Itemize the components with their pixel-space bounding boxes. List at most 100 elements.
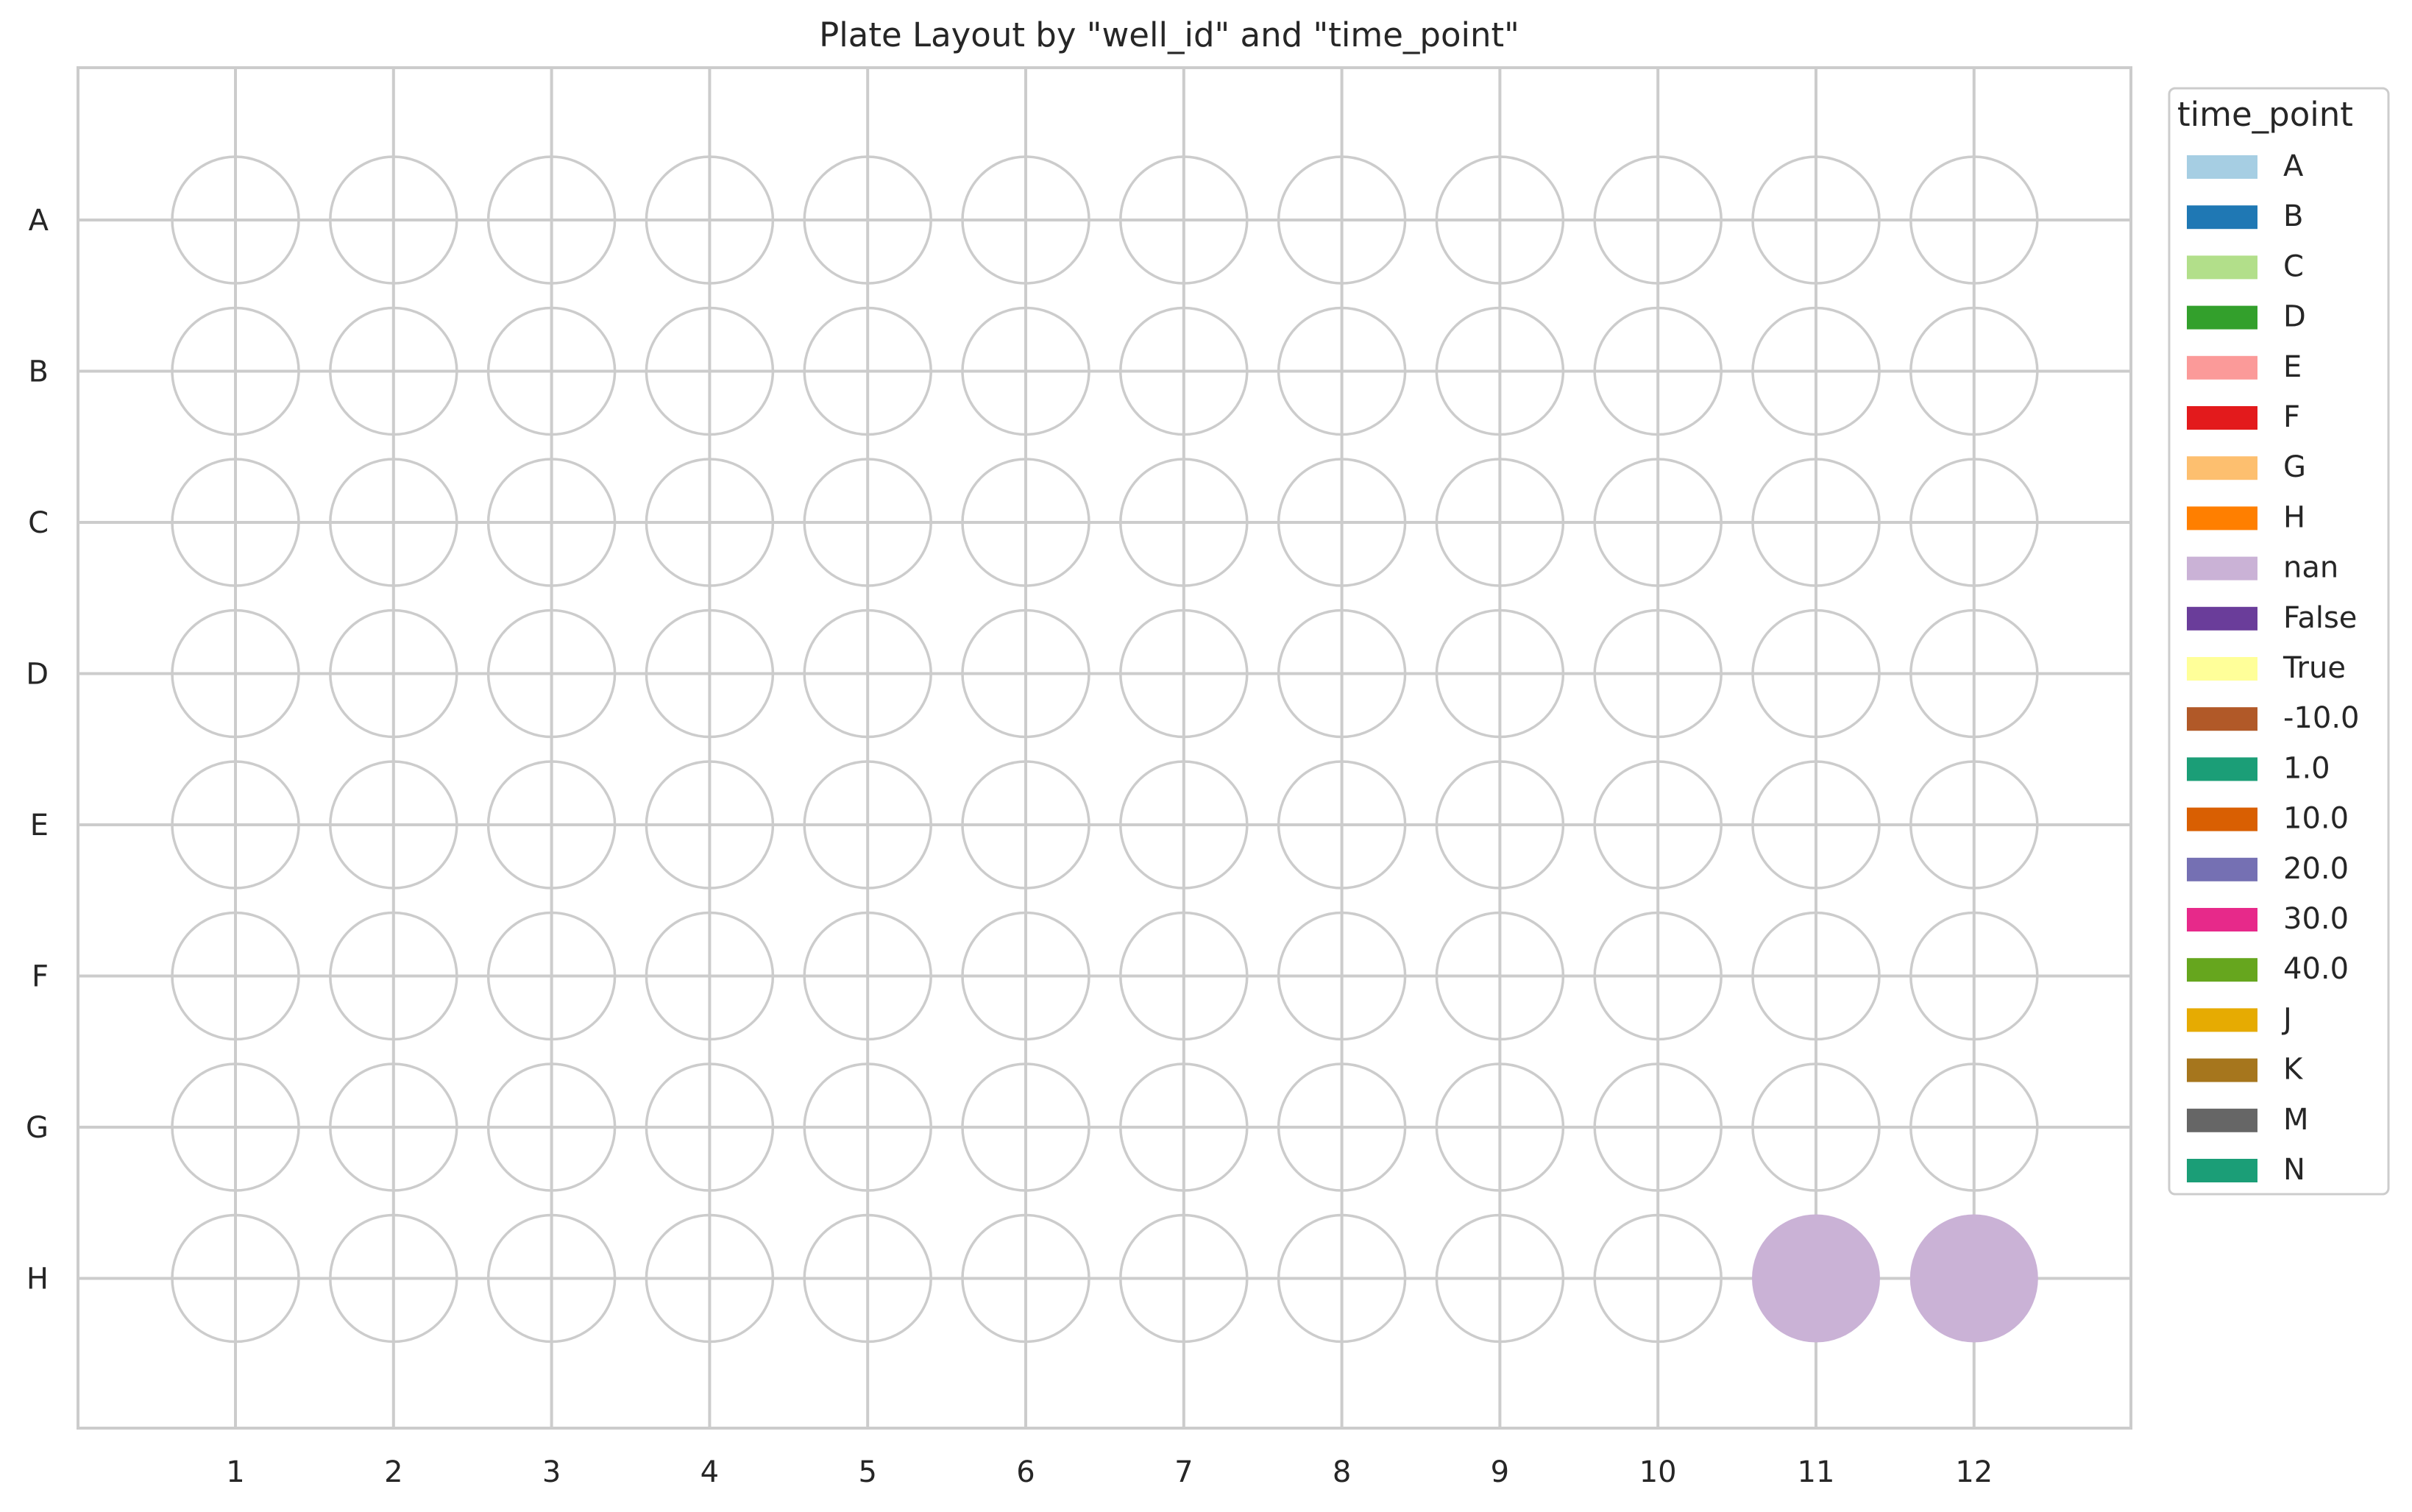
x-tick-label: 7 [1174, 1455, 1193, 1489]
well-D7 [1119, 608, 1249, 739]
well-D1 [171, 608, 300, 739]
well-H9 [1435, 1213, 1565, 1344]
well-A6 [961, 155, 1090, 285]
x-tick-label: 12 [1955, 1455, 1993, 1489]
legend-label: D [2283, 300, 2306, 334]
well-G2 [329, 1062, 458, 1192]
well-F7 [1119, 911, 1249, 1041]
well-A1 [171, 155, 300, 285]
well-A5 [803, 155, 932, 285]
well-H8 [1277, 1213, 1407, 1344]
well-E3 [486, 760, 617, 890]
legend-swatch [2187, 707, 2257, 731]
well-E10 [1593, 760, 1723, 890]
legend-swatch [2187, 456, 2257, 480]
x-tick-label: 5 [858, 1455, 876, 1489]
legend-swatch [2187, 1108, 2257, 1132]
well-D4 [645, 608, 775, 739]
grid-lines [78, 68, 2131, 1428]
legend-label: B [2283, 199, 2303, 233]
well-F5 [803, 911, 932, 1041]
legend-swatch [2187, 155, 2257, 179]
well-F12 [1909, 911, 2039, 1041]
well-C2 [329, 458, 458, 587]
well-A8 [1277, 155, 1407, 285]
well-B12 [1909, 306, 2039, 436]
well-D6 [961, 608, 1090, 739]
well-F4 [645, 911, 775, 1041]
legend-label: J [2281, 1002, 2292, 1036]
well-E1 [171, 760, 300, 890]
legend-swatch [2187, 305, 2257, 330]
well-B1 [171, 306, 300, 436]
well-G6 [961, 1062, 1090, 1192]
well-B10 [1593, 306, 1723, 436]
legend-swatch [2187, 255, 2257, 280]
well-E11 [1751, 760, 1881, 890]
legend-swatch [2187, 757, 2257, 781]
well-A4 [645, 155, 775, 285]
legend-swatch [2187, 1008, 2257, 1032]
y-tick-label: G [26, 1111, 49, 1145]
x-tick-label: 10 [1639, 1455, 1677, 1489]
legend-label: 30.0 [2283, 902, 2349, 936]
well-G5 [803, 1062, 932, 1192]
legend-swatch [2187, 355, 2257, 380]
well-B4 [645, 306, 775, 436]
x-tick-label: 9 [1491, 1455, 1509, 1489]
x-tick-label: 1 [226, 1455, 244, 1489]
row-tick-labels: A B C D E F G H [26, 204, 49, 1296]
legend-label: 20.0 [2283, 852, 2349, 886]
well-H7 [1119, 1213, 1249, 1344]
well-G12 [1909, 1062, 2039, 1192]
well-D8 [1277, 608, 1407, 739]
well-A2 [329, 155, 458, 285]
well-C5 [803, 458, 932, 587]
well-A9 [1435, 155, 1565, 285]
legend-swatch [2187, 406, 2257, 430]
legend-swatch [2187, 556, 2257, 581]
well-C4 [645, 458, 775, 587]
x-tick-label: 2 [384, 1455, 402, 1489]
well-D12 [1909, 608, 2039, 739]
well-G3 [486, 1062, 617, 1192]
well-B2 [329, 306, 458, 436]
well-E6 [961, 760, 1090, 890]
y-tick-label: D [26, 658, 49, 692]
well-E12 [1909, 760, 2039, 890]
legend-swatch [2187, 958, 2257, 982]
well-F10 [1593, 911, 1723, 1041]
x-tick-label: 4 [700, 1455, 719, 1489]
well-H2 [329, 1213, 458, 1344]
well-D3 [486, 608, 617, 739]
x-tick-label: 11 [1798, 1455, 1835, 1489]
well-H1 [171, 1213, 300, 1344]
well-E8 [1277, 760, 1407, 890]
legend-label: 40.0 [2283, 952, 2349, 986]
well-B3 [486, 306, 617, 436]
well-G10 [1593, 1062, 1723, 1192]
legend-label: A [2283, 149, 2304, 183]
well-C12 [1909, 458, 2039, 587]
well-F3 [486, 911, 617, 1041]
legend-label: F [2283, 400, 2300, 434]
well-C10 [1593, 458, 1723, 587]
plot-frame [77, 66, 2132, 1430]
well-C1 [171, 458, 300, 587]
legend-label: H [2283, 500, 2305, 534]
well-B9 [1435, 306, 1565, 436]
well-H12 [1909, 1214, 2038, 1343]
legend-label: G [2283, 450, 2306, 484]
well-B11 [1751, 306, 1881, 436]
well-H11 [1752, 1214, 1880, 1343]
well-E9 [1435, 760, 1565, 890]
well-H5 [803, 1213, 932, 1344]
well-G11 [1751, 1062, 1881, 1192]
legend-swatch [2187, 1058, 2257, 1082]
well-G7 [1119, 1062, 1249, 1192]
well-D11 [1751, 608, 1881, 739]
well-B6 [961, 306, 1090, 436]
well-E2 [329, 760, 458, 890]
